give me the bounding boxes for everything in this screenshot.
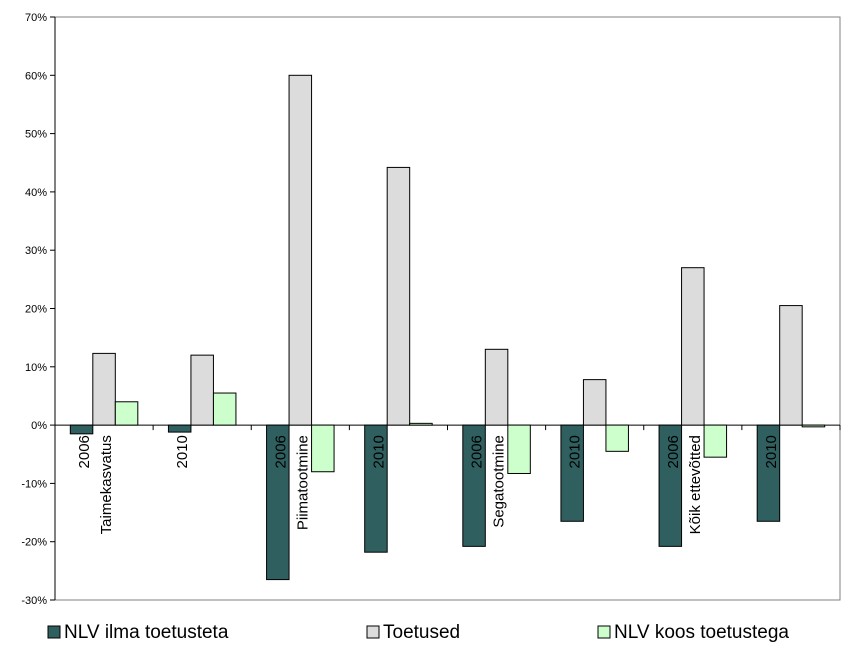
bar: [605, 424, 629, 452]
group-label: Piimatootmine: [294, 435, 311, 530]
y-tick-label: 10%: [25, 362, 47, 374]
legend-swatch: [597, 625, 611, 639]
bar: [560, 424, 584, 522]
bar: [212, 392, 237, 426]
category-label: 2010: [763, 435, 780, 468]
bar: [507, 424, 531, 474]
y-tick-label: -10%: [21, 478, 47, 490]
bar: [364, 424, 388, 553]
group-label: Kõik ettevõtted: [687, 435, 704, 534]
legend-swatch: [47, 625, 61, 639]
category-label: 2010: [174, 435, 191, 468]
y-tick-label: 0%: [31, 420, 47, 432]
bar: [756, 424, 781, 522]
bar: [92, 352, 116, 426]
bar: [167, 424, 192, 433]
y-tick-label: 50%: [25, 129, 47, 141]
legend-label: NLV ilma toetusteta: [64, 622, 229, 643]
legend-label: Toetused: [383, 622, 460, 643]
bar: [658, 424, 683, 547]
bar: [190, 354, 214, 426]
bar: [779, 305, 803, 426]
y-tick-label: -20%: [21, 537, 47, 549]
bar: [409, 422, 433, 426]
legend-label: NLV koos toetustega: [614, 622, 789, 643]
legend-swatch: [366, 625, 380, 639]
bar: [114, 401, 139, 426]
bar: [311, 424, 335, 473]
bar: [801, 424, 826, 428]
y-tick-label: 70%: [25, 12, 47, 24]
y-tick-label: -30%: [21, 595, 47, 607]
bar: [386, 166, 411, 426]
category-label: 2006: [272, 435, 289, 468]
y-tick-label: 20%: [25, 304, 47, 316]
group-label: Segatootmine: [491, 435, 508, 528]
category-label: 2006: [469, 435, 486, 468]
bar: [582, 379, 607, 426]
y-tick-label: 60%: [25, 70, 47, 82]
bar: [288, 74, 313, 426]
group-label: Taimekasvatus: [98, 435, 115, 534]
plot-area: [54, 16, 841, 601]
category-label: 2006: [76, 435, 93, 468]
bar: [484, 348, 509, 426]
bar: [681, 267, 705, 426]
category-label: 2010: [567, 435, 584, 468]
y-tick-label: 40%: [25, 187, 47, 199]
category-label: 2010: [370, 435, 387, 468]
bar: [462, 424, 486, 547]
y-tick-label: 30%: [25, 245, 47, 257]
bar: [69, 424, 94, 435]
bar: [703, 424, 728, 458]
bar: [266, 424, 290, 581]
category-label: 2006: [665, 435, 682, 468]
